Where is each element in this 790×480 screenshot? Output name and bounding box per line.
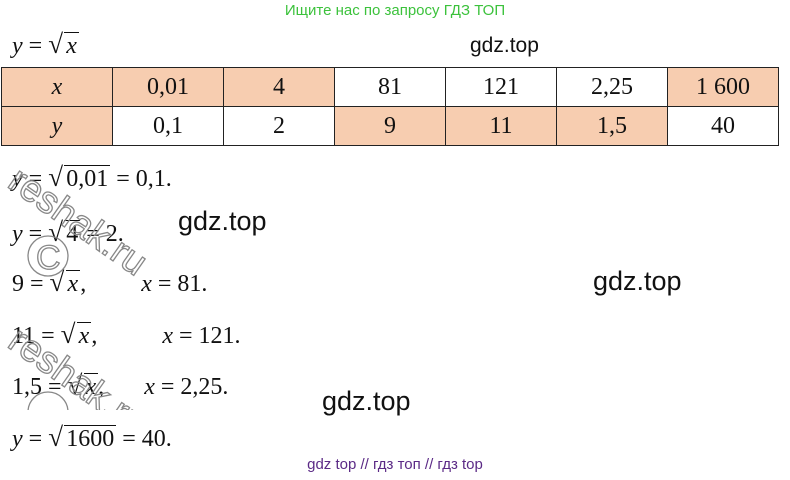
table-row-x: x 0,01 4 81 121 2,25 1 600 (1, 67, 779, 107)
solution-line-2: y = √ 4 = 2. (12, 217, 124, 247)
table-cell: 81 (334, 67, 446, 107)
table-cell: 1,5 (556, 106, 668, 146)
footer-banner: gdz top // гдз топ // гдз top (307, 456, 483, 473)
solution-line-5: 1,5 = √ x, x = 2,25. (12, 370, 229, 400)
watermark-gdz-top-4: gdz.top (322, 386, 411, 416)
solution-line-3: 9 = √ x, x = 81. (12, 267, 208, 297)
table-cell: 40 (667, 106, 779, 146)
watermark-gdz-top-2: gdz.top (178, 206, 267, 236)
table-cell: 4 (223, 67, 335, 107)
watermark-gdz-top-1: gdz.top (470, 34, 539, 57)
table-cell: 0,01 (112, 67, 224, 107)
watermark-gdz-top-3: gdz.top (593, 266, 682, 296)
function-label: y = √ x (12, 29, 79, 59)
table-row-y: y 0,1 2 9 11 1,5 40 (1, 106, 779, 146)
solution-line-4: 11 = √ x, x = 121. (12, 319, 241, 349)
values-table: x 0,01 4 81 121 2,25 1 600 y 0,1 2 9 11 … (1, 67, 779, 146)
table-cell: 121 (445, 67, 557, 107)
table-cell: 9 (334, 106, 446, 146)
table-header-x: x (1, 67, 113, 107)
solution-line-6: y = √ 1600 = 40. (12, 422, 172, 452)
table-header-y: y (1, 106, 113, 146)
table-cell: 2,25 (556, 67, 668, 107)
header-banner: Ищите нас по запросу ГДЗ ТОП (284, 2, 506, 19)
solution-line-1: y = √ 0,01 = 0,1. (12, 162, 172, 192)
table-cell: 1 600 (667, 67, 779, 107)
table-cell: 11 (445, 106, 557, 146)
table-cell: 0,1 (112, 106, 224, 146)
table-cell: 2 (223, 106, 335, 146)
